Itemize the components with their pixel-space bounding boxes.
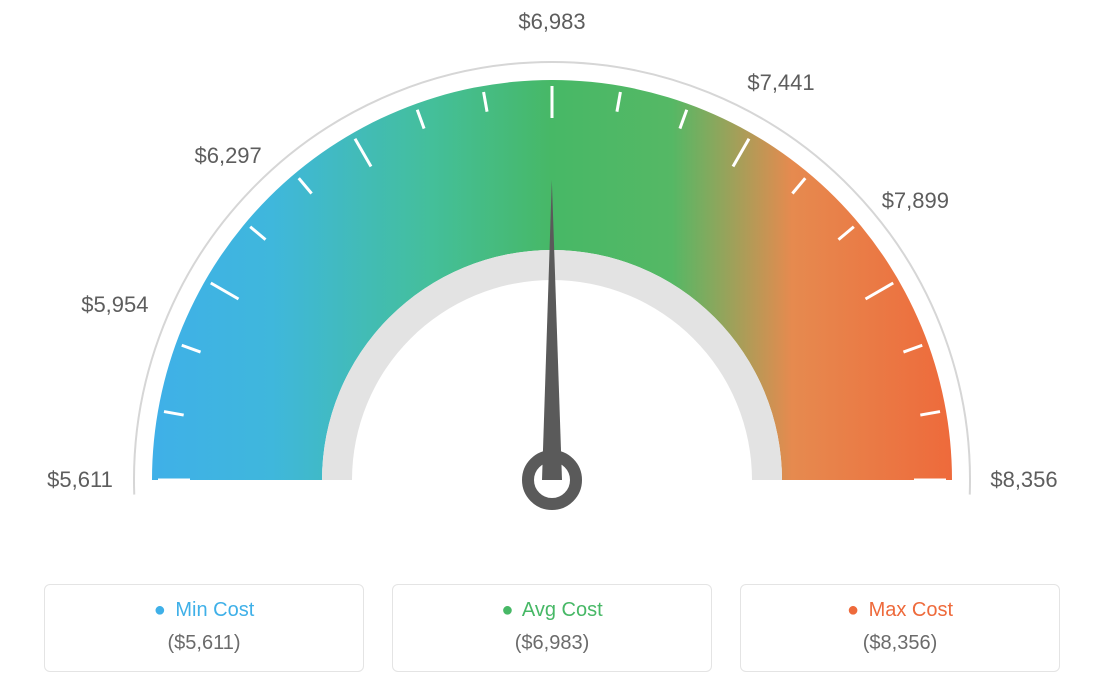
legend-title-min: ● Min Cost xyxy=(55,599,353,622)
legend-label: Avg Cost xyxy=(522,599,603,621)
legend-title-max: ● Max Cost xyxy=(751,599,1049,622)
gauge-tick-label: $7,899 xyxy=(882,188,949,214)
gauge-tick-label: $6,983 xyxy=(518,9,585,35)
legend-row: ● Min Cost ($5,611) ● Avg Cost ($6,983) … xyxy=(0,584,1104,672)
gauge-svg xyxy=(52,20,1052,560)
gauge-tick-label: $5,954 xyxy=(81,292,148,318)
legend-label: Max Cost xyxy=(869,599,953,621)
legend-title-avg: ● Avg Cost xyxy=(403,599,701,622)
dot-icon: ● xyxy=(154,599,166,621)
legend-value-avg: ($6,983) xyxy=(403,632,701,655)
legend-card-max: ● Max Cost ($8,356) xyxy=(740,584,1060,672)
legend-card-min: ● Min Cost ($5,611) xyxy=(44,584,364,672)
gauge-tick-label: $7,441 xyxy=(747,70,814,96)
legend-value-min: ($5,611) xyxy=(55,632,353,655)
gauge-tick-label: $6,297 xyxy=(194,143,261,169)
gauge-tick-label: $5,611 xyxy=(47,467,113,493)
dot-icon: ● xyxy=(501,599,513,621)
gauge-chart: $5,611 $5,954 $6,297 $6,983 $7,441 $7,899 $8,3… xyxy=(0,0,1104,560)
legend-card-avg: ● Avg Cost ($6,983) xyxy=(392,584,712,672)
dot-icon: ● xyxy=(847,599,859,621)
legend-value-max: ($8,356) xyxy=(751,632,1049,655)
gauge-tick-label: $8,356 xyxy=(990,467,1057,493)
legend-label: Min Cost xyxy=(175,599,254,621)
